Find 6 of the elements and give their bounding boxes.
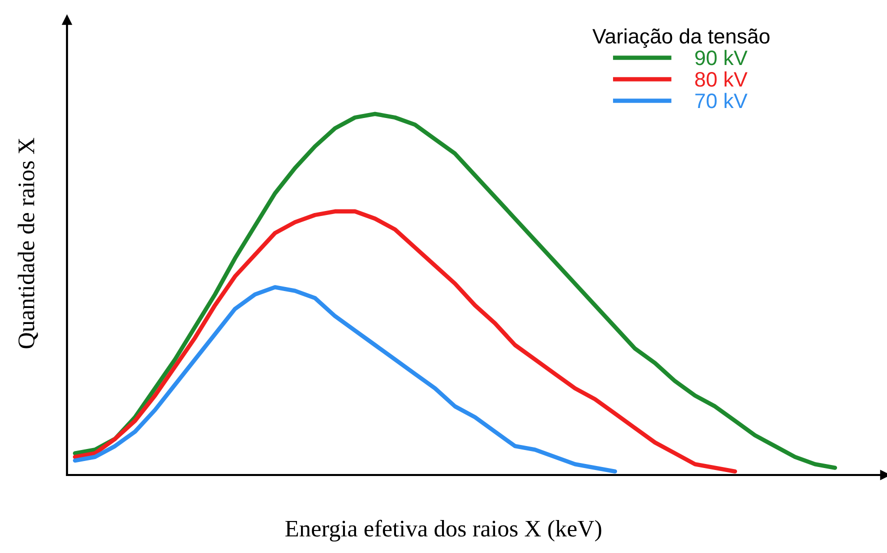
legend-label: 70 kV	[695, 92, 748, 108]
y-axis-title: Quantidade de raios X	[18, 138, 38, 348]
legend-label: 80 kV	[695, 71, 748, 87]
legend-title: Variação da tensão	[592, 28, 770, 48]
legend-label: 90 kV	[695, 50, 748, 66]
x-axis-title: Energia efetiva dos raios X (keV)	[285, 520, 602, 542]
